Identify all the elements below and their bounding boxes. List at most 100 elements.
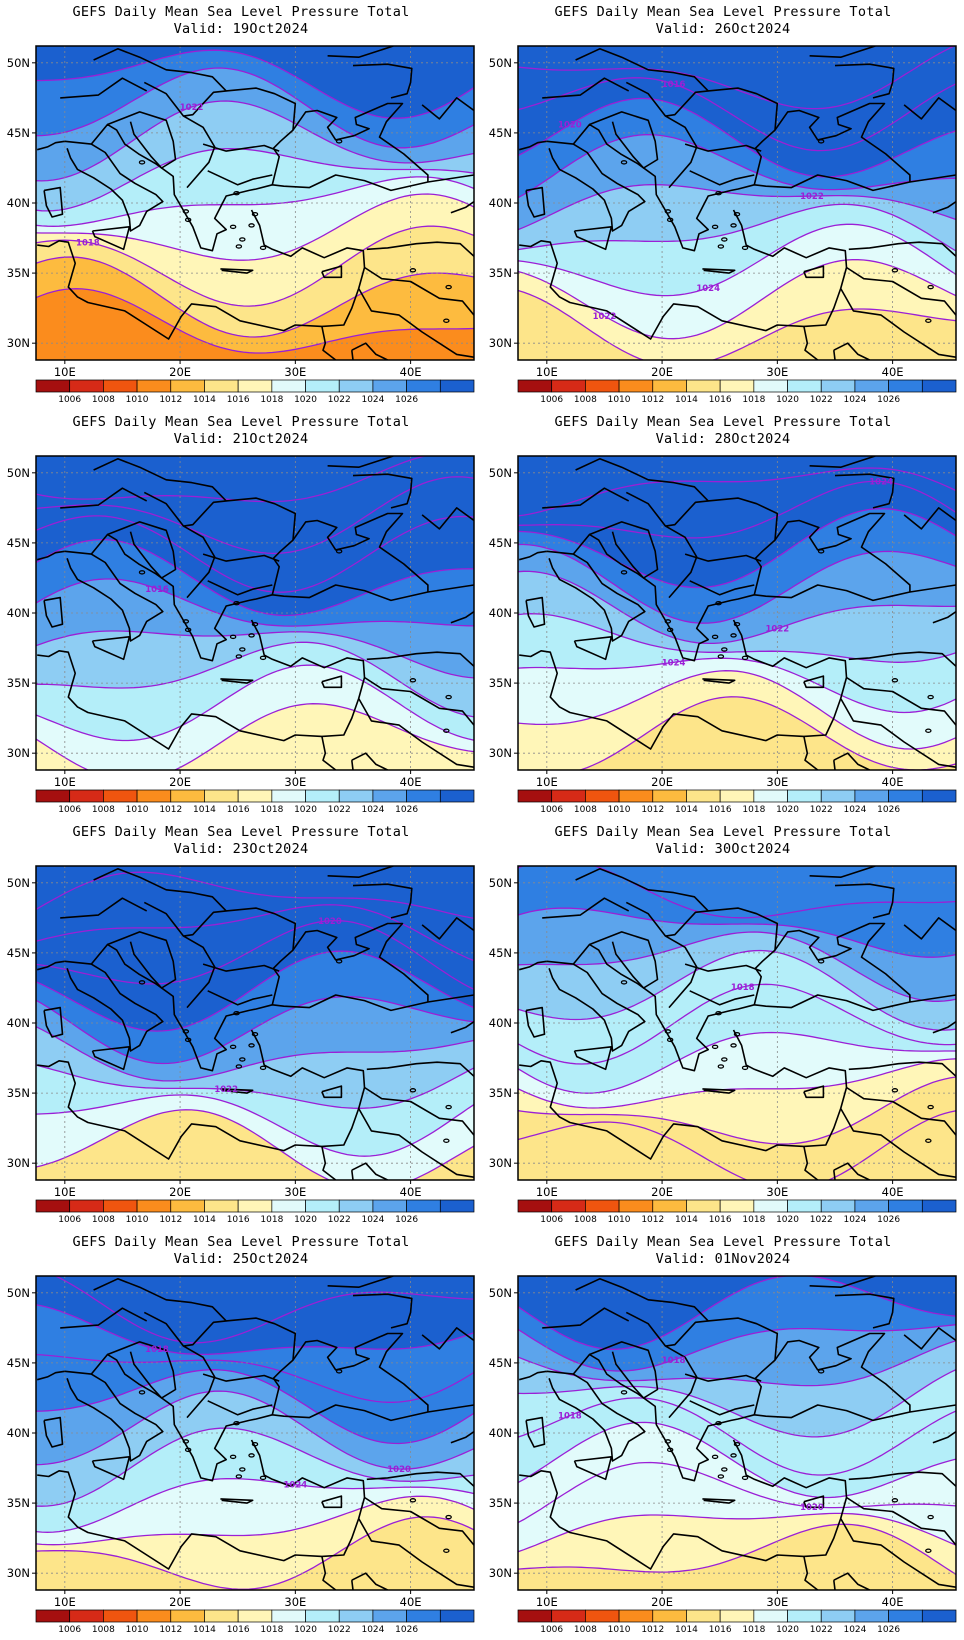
coastline [271,1332,429,1415]
island [233,600,240,606]
colorbar-label: 1008 [574,395,597,405]
isobar-line [518,1523,956,1575]
island [335,549,343,554]
coastline [421,97,474,120]
island [730,1043,737,1048]
coastline [37,1439,366,1570]
coastline [37,1029,366,1160]
isobar-line [518,507,956,589]
coastline [364,1496,474,1546]
lat-tick-label: 35N [489,1086,512,1100]
coastline [519,619,848,750]
coastline [903,1327,956,1350]
colorbar-label: 1010 [126,805,149,815]
panel-title: GEFS Daily Mean Sea Level Pressure Total… [0,824,482,858]
lon-tick-label: 10E [536,1185,558,1199]
colorbar-label: 1018 [742,395,765,405]
colorbar-swatch [136,789,172,803]
lon-tick-label: 30E [766,1595,788,1609]
colorbar-swatch [686,1609,721,1623]
colorbar-swatch [854,1199,889,1213]
isobar-line [518,657,956,714]
panel-title-text: GEFS Daily Mean Sea Level Pressure Total [554,4,892,20]
colorbar-label: 1014 [675,395,698,405]
coastline [351,1162,388,1180]
colorbar-swatch [551,789,586,803]
island [817,549,825,554]
coastline [93,867,297,951]
coastline [518,1370,547,1381]
island [445,1104,452,1110]
coastline [689,170,755,186]
island [620,160,628,165]
coastline [846,1086,956,1136]
colorbar-label: 1010 [126,1625,149,1635]
coastline [803,1146,819,1180]
colorbar-swatch [35,379,71,393]
island [229,1044,237,1050]
coastline [803,1495,825,1509]
isobar-line [36,1026,474,1082]
colorbar: 1006 1008 1010 1012 1014 1016 1018 1020 1022 1024… [517,1199,957,1225]
colorbar-swatch [854,789,889,803]
island [730,223,737,228]
coastline [809,46,876,59]
colorbar-swatch [787,1609,822,1623]
island [248,633,255,638]
lat-tick-label: 30N [489,1566,512,1580]
lat-tick-label: 50N [489,56,512,70]
colorbar-swatch [69,379,104,393]
coastline [421,917,474,940]
island [925,1548,932,1553]
coastline [351,1170,354,1180]
lat-tick-label: 45N [7,946,30,960]
isobar-line [518,223,956,297]
isobar-line [518,77,956,152]
coastline [809,456,876,469]
colorbar-label: 1022 [810,395,833,405]
colorbar-label: 1018 [260,1215,283,1225]
colorbar-label: 1016 [227,395,250,405]
colorbar-swatch [820,379,856,393]
coastline [840,1518,956,1588]
colorbar-label: 1022 [810,805,833,815]
coastline [352,883,413,919]
island [664,1029,672,1034]
colorbar-label: 1024 [361,395,384,405]
lon-tick-label: 10E [536,365,558,379]
coastline [64,533,429,662]
coastline [689,580,755,596]
colorbar-label: 1014 [193,1625,216,1635]
coastline [351,752,388,770]
colorbar-label: 1026 [877,1625,900,1635]
colorbar-swatch [686,789,721,803]
island [138,980,146,985]
coastline [143,1311,216,1419]
coastline [909,584,956,593]
pressure-map-panel: GEFS Daily Mean Sea Level Pressure Total… [0,1230,482,1640]
island [741,245,749,251]
coastline [366,1471,474,1487]
lon-tick-label: 30E [284,775,306,789]
island [666,1037,674,1043]
colorbar-label: 1024 [843,1625,866,1635]
coastline [803,326,819,360]
island [233,1420,240,1426]
colorbar-label: 1020 [294,395,317,405]
island [184,217,192,223]
colorbar-swatch [719,789,755,803]
coastline [834,883,895,919]
colorbar-swatch [551,1609,586,1623]
island [251,1441,259,1447]
coastline [525,1416,546,1448]
coastline [321,265,343,279]
contour-label: 1020 [387,1465,411,1475]
island [715,1010,722,1016]
coastline [93,457,297,541]
pressure-band [36,1516,474,1590]
contour-label: 1020 [800,1503,824,1513]
coastline [809,866,876,879]
colorbar-swatch [338,789,374,803]
coastline [833,1170,836,1180]
